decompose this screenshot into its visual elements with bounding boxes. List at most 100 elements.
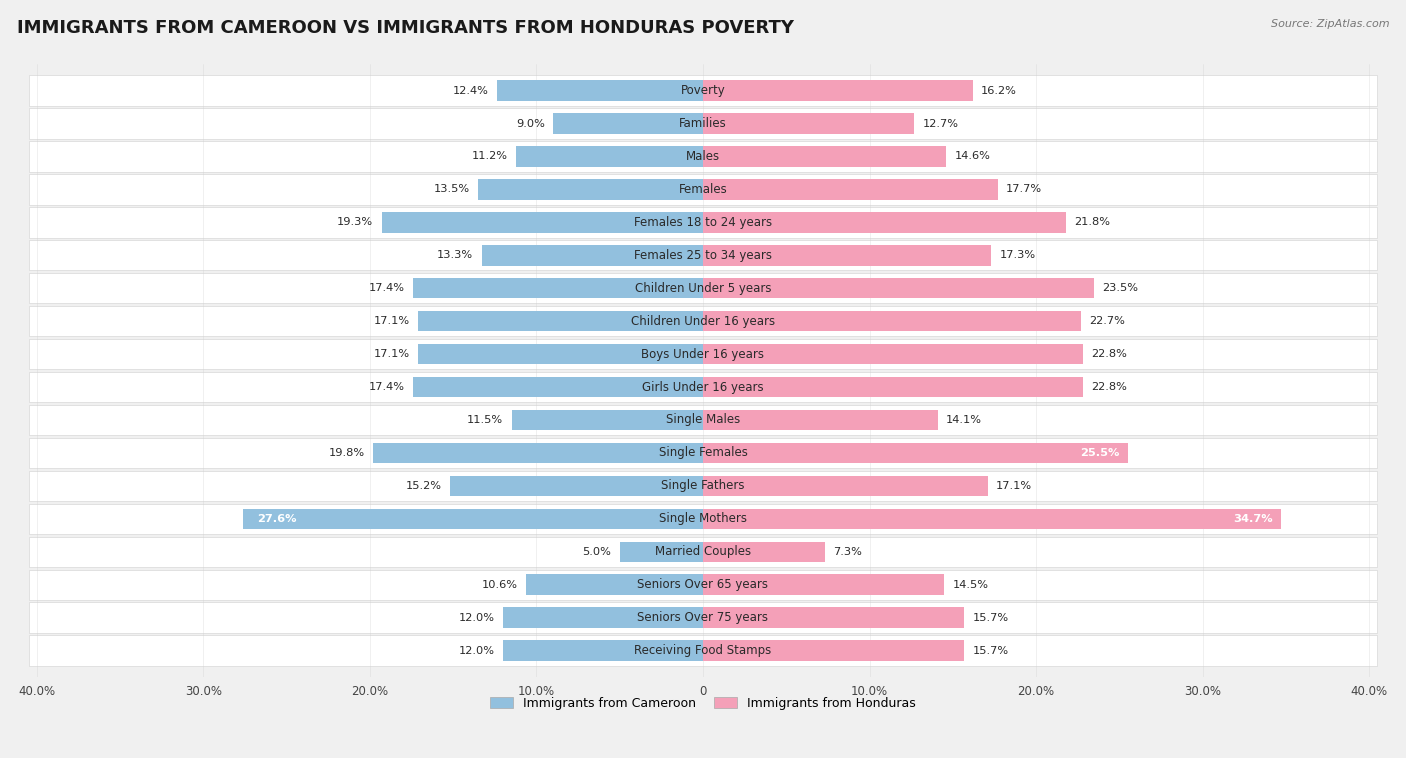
FancyBboxPatch shape (28, 306, 1378, 337)
Text: 14.5%: 14.5% (953, 580, 988, 590)
Bar (703, 541, 824, 562)
FancyBboxPatch shape (28, 108, 1378, 139)
Bar (503, 607, 703, 628)
FancyBboxPatch shape (28, 503, 1378, 534)
Text: Single Females: Single Females (658, 446, 748, 459)
FancyBboxPatch shape (28, 405, 1378, 435)
Text: 10.6%: 10.6% (482, 580, 519, 590)
Text: 14.1%: 14.1% (946, 415, 983, 425)
Text: 17.4%: 17.4% (368, 283, 405, 293)
Bar (703, 114, 914, 133)
Text: IMMIGRANTS FROM CAMEROON VS IMMIGRANTS FROM HONDURAS POVERTY: IMMIGRANTS FROM CAMEROON VS IMMIGRANTS F… (17, 19, 794, 37)
Bar (703, 278, 1094, 299)
Text: 22.7%: 22.7% (1090, 316, 1125, 326)
Text: 25.5%: 25.5% (1080, 448, 1119, 458)
FancyBboxPatch shape (28, 207, 1378, 237)
Bar (703, 575, 945, 595)
FancyBboxPatch shape (28, 174, 1378, 205)
Bar (703, 311, 1081, 331)
Text: 17.1%: 17.1% (995, 481, 1032, 491)
Text: Single Fathers: Single Fathers (661, 479, 745, 493)
Bar (478, 179, 703, 199)
FancyBboxPatch shape (28, 76, 1378, 106)
Bar (374, 443, 703, 463)
Bar (703, 179, 998, 199)
FancyBboxPatch shape (28, 339, 1378, 369)
Bar (243, 509, 703, 529)
Bar (703, 377, 1083, 397)
Text: 15.7%: 15.7% (973, 612, 1010, 622)
Text: 19.3%: 19.3% (337, 218, 374, 227)
FancyBboxPatch shape (28, 471, 1378, 501)
Text: 5.0%: 5.0% (582, 547, 612, 556)
FancyBboxPatch shape (28, 537, 1378, 567)
Text: Receiving Food Stamps: Receiving Food Stamps (634, 644, 772, 657)
Text: Single Mothers: Single Mothers (659, 512, 747, 525)
FancyBboxPatch shape (28, 438, 1378, 468)
Text: Source: ZipAtlas.com: Source: ZipAtlas.com (1271, 19, 1389, 29)
Bar (703, 476, 988, 496)
FancyBboxPatch shape (28, 141, 1378, 171)
Text: 17.1%: 17.1% (374, 316, 411, 326)
Legend: Immigrants from Cameroon, Immigrants from Honduras: Immigrants from Cameroon, Immigrants fro… (485, 692, 921, 715)
Bar (703, 344, 1083, 365)
Text: Single Males: Single Males (666, 414, 740, 427)
FancyBboxPatch shape (28, 240, 1378, 271)
Bar (526, 575, 703, 595)
Text: Married Couples: Married Couples (655, 545, 751, 558)
Text: 7.3%: 7.3% (832, 547, 862, 556)
Bar (703, 641, 965, 661)
Bar (516, 146, 703, 167)
Text: 17.3%: 17.3% (1000, 250, 1036, 260)
Bar (512, 410, 703, 431)
Bar (703, 245, 991, 265)
Bar (703, 410, 938, 431)
Bar (450, 476, 703, 496)
Text: Females 25 to 34 years: Females 25 to 34 years (634, 249, 772, 262)
Bar (413, 278, 703, 299)
Text: 13.3%: 13.3% (437, 250, 474, 260)
Text: 14.6%: 14.6% (955, 152, 990, 161)
Text: 9.0%: 9.0% (516, 118, 544, 129)
Text: 11.5%: 11.5% (467, 415, 503, 425)
Text: 22.8%: 22.8% (1091, 382, 1126, 392)
Text: Males: Males (686, 150, 720, 163)
Text: 23.5%: 23.5% (1102, 283, 1139, 293)
FancyBboxPatch shape (28, 635, 1378, 666)
Bar (418, 344, 703, 365)
Text: 16.2%: 16.2% (981, 86, 1017, 96)
Bar (703, 607, 965, 628)
Text: 12.7%: 12.7% (922, 118, 959, 129)
Bar (703, 146, 946, 167)
Text: 27.6%: 27.6% (257, 514, 297, 524)
Text: 13.5%: 13.5% (433, 184, 470, 195)
Bar (496, 80, 703, 101)
Text: 21.8%: 21.8% (1074, 218, 1111, 227)
Bar (553, 114, 703, 133)
Text: 15.7%: 15.7% (973, 646, 1010, 656)
Text: 11.2%: 11.2% (472, 152, 508, 161)
Bar (481, 245, 703, 265)
Bar (418, 311, 703, 331)
Bar (413, 377, 703, 397)
Text: Boys Under 16 years: Boys Under 16 years (641, 348, 765, 361)
FancyBboxPatch shape (28, 603, 1378, 633)
Text: 19.8%: 19.8% (329, 448, 366, 458)
Text: 15.2%: 15.2% (405, 481, 441, 491)
Text: 12.4%: 12.4% (453, 86, 488, 96)
Text: 22.8%: 22.8% (1091, 349, 1126, 359)
Text: 17.1%: 17.1% (374, 349, 411, 359)
Text: 12.0%: 12.0% (458, 646, 495, 656)
FancyBboxPatch shape (28, 569, 1378, 600)
Text: 12.0%: 12.0% (458, 612, 495, 622)
Text: 34.7%: 34.7% (1233, 514, 1272, 524)
Text: Children Under 5 years: Children Under 5 years (634, 282, 772, 295)
Bar (703, 212, 1066, 233)
Text: Seniors Over 65 years: Seniors Over 65 years (637, 578, 769, 591)
Text: Girls Under 16 years: Girls Under 16 years (643, 381, 763, 393)
FancyBboxPatch shape (28, 372, 1378, 402)
Bar (703, 80, 973, 101)
Bar (503, 641, 703, 661)
Text: Females 18 to 24 years: Females 18 to 24 years (634, 216, 772, 229)
Bar (703, 509, 1281, 529)
